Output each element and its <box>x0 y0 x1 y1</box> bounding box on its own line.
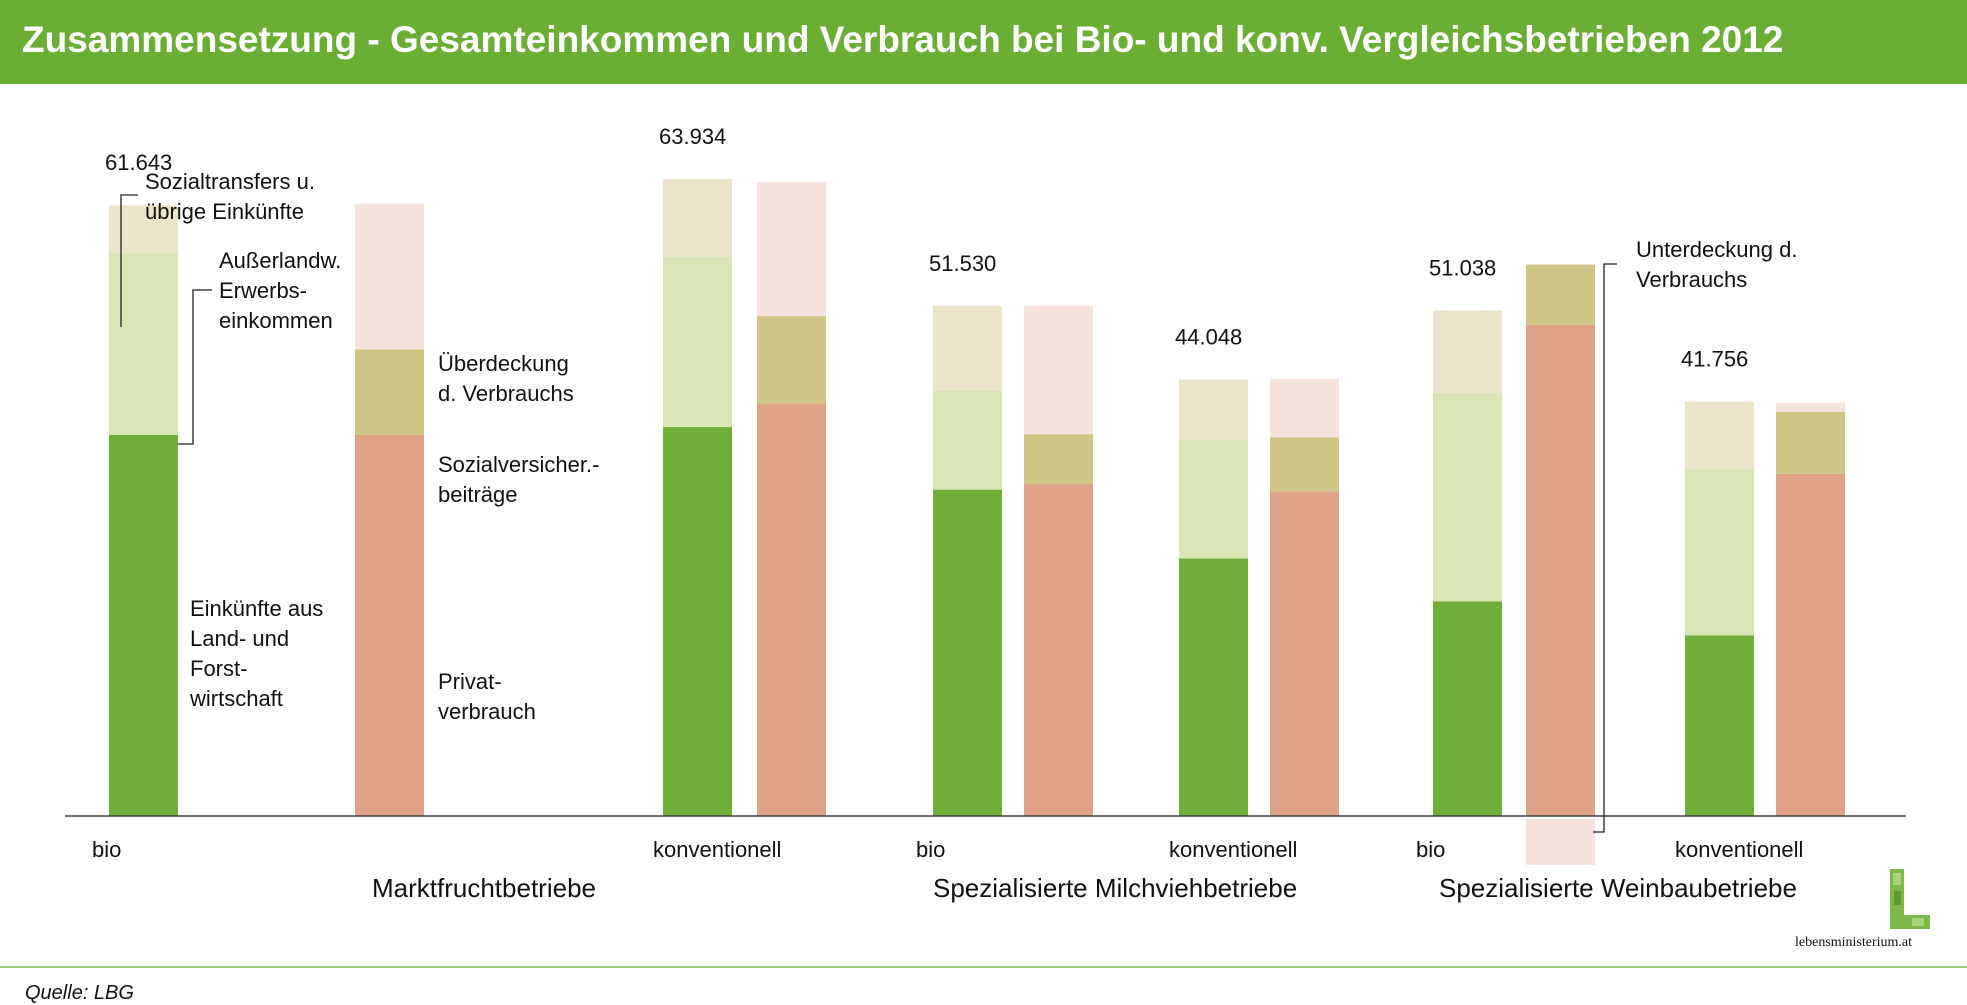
bar-income-einkuenfte-lf <box>933 489 1002 816</box>
bar-consumption-privatverbrauch <box>1526 324 1595 816</box>
annotation-ausserlandw-line-3: einkommen <box>219 308 333 333</box>
bar-consumption-ueberdeckung <box>355 203 424 350</box>
bar-consumption-sozialversicherung <box>1024 434 1093 485</box>
bar-consumption-sozialversicherung <box>1270 437 1339 492</box>
group-label: Marktfruchtbetriebe <box>372 873 596 903</box>
annotation-sozialtransfers-line-1: Sozialtransfers u. <box>145 169 315 194</box>
annotation-unterdeckung-line-1: Unterdeckung d. <box>1636 237 1797 262</box>
annotation-ausserlandw-line-2: Erwerbs- <box>219 278 307 303</box>
bar-consumption-ueberdeckung <box>1270 378 1339 438</box>
bar-consumption-sozialversicherung <box>355 349 424 435</box>
bar-consumption-ueberdeckung <box>1024 305 1093 435</box>
farm-type-label: konventionell <box>1675 837 1803 862</box>
annotation-leader-ausserlandw <box>178 289 212 445</box>
bar-consumption-privatverbrauch <box>1024 484 1093 816</box>
bar-income-ausserlandw <box>109 252 178 435</box>
bar-consumption-unterdeckung <box>1526 819 1595 865</box>
annotation-sozialversicherung-line-1: Sozialversicher.- <box>438 452 599 477</box>
bar-total-label: 51.038 <box>1429 256 1496 281</box>
bar-total-label: 41.756 <box>1681 347 1748 372</box>
farm-type-label: bio <box>916 837 945 862</box>
lebensministerium-logo <box>1890 869 1930 929</box>
title-banner: Zusammensetzung - Gesamteinkommen und Ve… <box>0 0 1967 84</box>
annotation-privatverbrauch-line-2: verbrauch <box>438 699 536 724</box>
bar-income-einkuenfte-lf <box>109 434 178 816</box>
annotation-ueberdeckung-line-1: Überdeckung <box>438 351 569 376</box>
bar-total-label: 63.934 <box>659 124 726 149</box>
bar-consumption-ueberdeckung <box>757 182 826 317</box>
annotation-sozialtransfers-line-2: übrige Einkünfte <box>145 199 304 224</box>
farm-type-label: konventionell <box>1169 837 1297 862</box>
annotation-unterdeckung-line-2: Verbrauchs <box>1636 267 1747 292</box>
bar-consumption-sozialversicherung <box>1776 411 1845 474</box>
bar-income-ausserlandw <box>663 256 732 428</box>
chart-title: Zusammensetzung - Gesamteinkommen und Ve… <box>22 19 1784 60</box>
bar-consumption-sozialversicherung <box>757 316 826 404</box>
bar-total-label: 51.530 <box>929 251 996 276</box>
bar-consumption-privatverbrauch <box>1776 473 1845 816</box>
annotation-leader-sozialtransfers <box>120 194 138 327</box>
bar-income-ausserlandw <box>933 390 1002 490</box>
annotation-einkuenfte-line-2: Land- und <box>190 626 289 651</box>
bar-income-einkuenfte-lf <box>1433 601 1502 816</box>
group-label: Spezialisierte Weinbaubetriebe <box>1439 873 1797 903</box>
annotation-ueberdeckung-line-2: d. Verbrauchs <box>438 381 574 406</box>
bar-income-einkuenfte-lf <box>663 427 732 816</box>
bar-income-sozialtransfers <box>933 305 1002 391</box>
bar-income-sozialtransfers <box>1179 379 1248 440</box>
farm-type-label: bio <box>1416 837 1445 862</box>
farm-type-label: konventionell <box>653 837 781 862</box>
bar-income-einkuenfte-lf <box>1685 635 1754 816</box>
bar-consumption-privatverbrauch <box>1270 491 1339 816</box>
bar-income-ausserlandw <box>1179 439 1248 559</box>
bar-income-sozialtransfers <box>1433 310 1502 393</box>
bar-consumption-privatverbrauch <box>355 434 424 816</box>
annotation-sozialversicherung-line-2: beiträge <box>438 482 518 507</box>
footer-divider <box>0 966 1967 968</box>
annotation-leader-unterdeckung <box>1593 263 1617 833</box>
source-note: Quelle: LBG <box>25 982 134 1004</box>
bar-income-sozialtransfers <box>1685 401 1754 470</box>
annotation-einkuenfte-line-3: Forst- <box>190 656 247 681</box>
bar-consumption-privatverbrauch <box>757 403 826 816</box>
farm-type-label: bio <box>92 837 121 862</box>
annotation-einkuenfte-line-1: Einkünfte aus <box>190 596 323 621</box>
bar-income-sozialtransfers <box>663 179 732 257</box>
annotation-ausserlandw-line-1: Außerlandw. <box>219 248 341 273</box>
bar-consumption-sozialversicherung <box>1526 264 1595 325</box>
annotation-einkuenfte-line-4: wirtschaft <box>189 686 283 711</box>
bar-consumption-ueberdeckung <box>1776 402 1845 412</box>
annotation-privatverbrauch-line-1: Privat- <box>438 669 502 694</box>
bar-income-ausserlandw <box>1433 392 1502 602</box>
bar-income-einkuenfte-lf <box>1179 558 1248 816</box>
group-label: Spezialisierte Milchviehbetriebe <box>933 873 1297 903</box>
bar-total-label: 44.048 <box>1175 325 1242 350</box>
logo-text: lebensministerium.at <box>1795 935 1913 950</box>
bar-total-label: 61.643 <box>105 150 172 175</box>
bar-income-ausserlandw <box>1685 469 1754 636</box>
